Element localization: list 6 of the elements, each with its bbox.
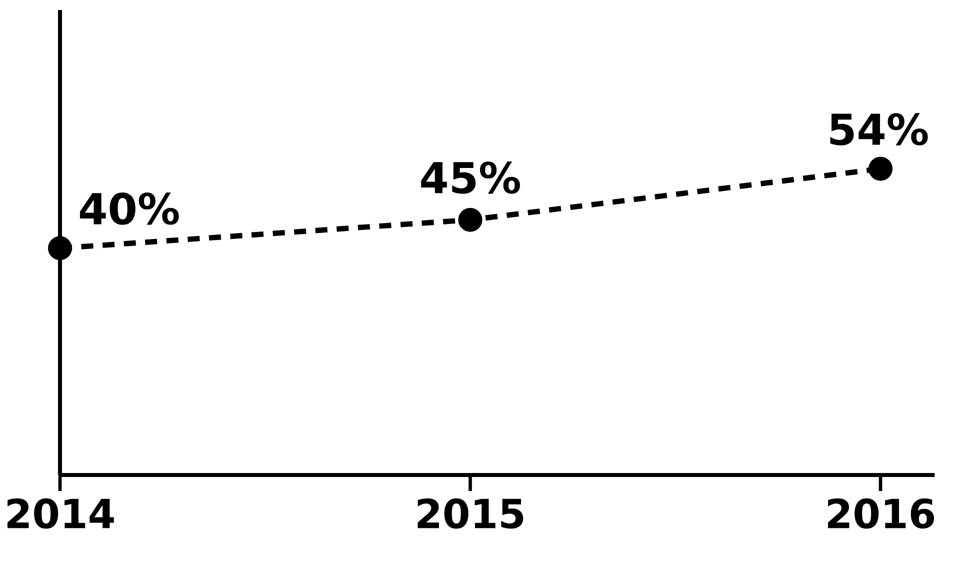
data-label: 40% (80, 192, 179, 225)
x-tick-label: 2015 (418, 498, 524, 529)
x-tick-label: 2016 (828, 498, 934, 529)
data-label: 45% (421, 162, 520, 194)
x-tick-label: 2014 (8, 498, 114, 529)
data-label: 54% (830, 113, 928, 146)
